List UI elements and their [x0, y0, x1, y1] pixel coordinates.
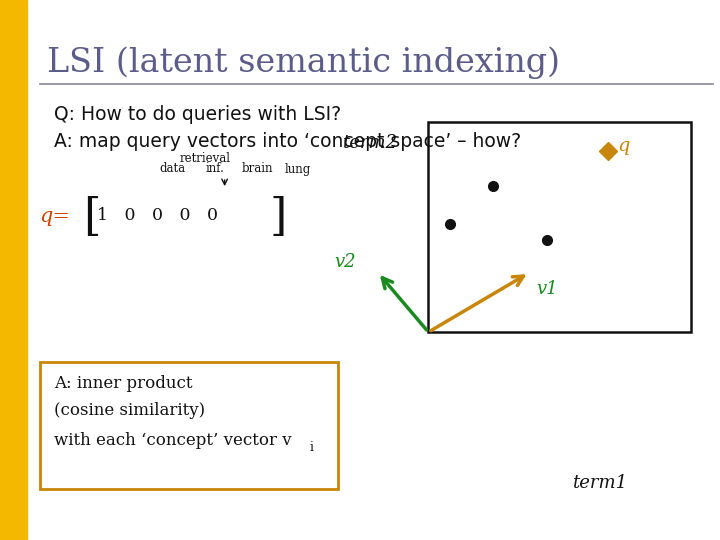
Text: A: inner product: A: inner product [54, 375, 192, 392]
Text: ]: ] [270, 195, 287, 239]
Text: 1   0   0   0   0: 1 0 0 0 0 [97, 207, 218, 225]
Text: v1: v1 [536, 280, 558, 298]
Text: lung: lung [284, 163, 310, 176]
Text: inf.: inf. [205, 163, 224, 176]
Text: with each ‘concept’ vector v: with each ‘concept’ vector v [54, 431, 292, 449]
Text: brain: brain [241, 163, 273, 176]
Text: i: i [310, 441, 314, 454]
Text: data: data [160, 163, 186, 176]
Text: [: [ [83, 195, 100, 239]
Bar [0, 0, 27, 540]
Text: A: map query vectors into ‘concept space’ – how?: A: map query vectors into ‘concept space… [54, 132, 521, 151]
Text: (cosine similarity): (cosine similarity) [54, 402, 205, 419]
Text: v2: v2 [335, 253, 356, 271]
Text: retrieval: retrieval [180, 152, 230, 165]
Bar [40, 362, 338, 489]
Text: LSI (latent semantic indexing): LSI (latent semantic indexing) [47, 46, 560, 78]
Text: Q: How to do queries with LSI?: Q: How to do queries with LSI? [54, 105, 341, 124]
Text: q=: q= [40, 206, 71, 226]
Text: q: q [618, 137, 630, 155]
Text: term2: term2 [342, 134, 397, 152]
Bar [428, 122, 691, 332]
Text: term1: term1 [572, 474, 628, 492]
